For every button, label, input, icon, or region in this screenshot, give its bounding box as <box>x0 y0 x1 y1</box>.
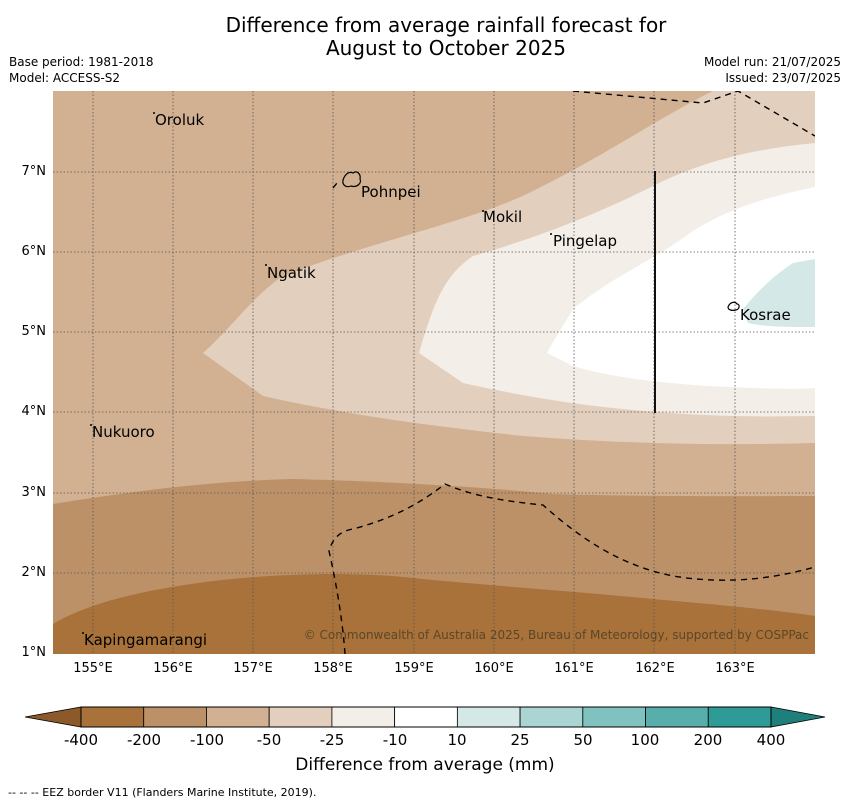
eez-border <box>328 91 815 654</box>
colorbar-label-11: 400 <box>756 731 786 749</box>
map-area <box>53 91 815 654</box>
place-pohnpei: Pohnpei <box>361 183 421 201</box>
band-plus10 <box>743 259 815 327</box>
title-line-2: August to October 2025 <box>325 36 567 60</box>
meta-left: Base period: 1981-2018 Model: ACCESS-S2 <box>9 54 154 86</box>
copyright-notice: © Commonwealth of Australia 2025, Bureau… <box>303 628 809 642</box>
title-line-1: Difference from average rainfall forecas… <box>225 13 667 37</box>
lon-label-158e: 158°E <box>313 661 353 676</box>
band-minus400 <box>53 574 815 654</box>
colorbar-label-4: -25 <box>319 731 345 749</box>
colorbar-extend-high <box>770 706 826 728</box>
colorbar-label-1: -200 <box>126 731 162 749</box>
colorbar-label-7: 25 <box>510 731 530 749</box>
colorbar-cell <box>707 706 772 728</box>
place-kapingamarangi: Kapingamarangi <box>84 631 208 649</box>
colorbar-extend-low <box>25 706 82 728</box>
base-period: Base period: 1981-2018 <box>9 55 154 69</box>
colorbar-cell <box>268 706 333 728</box>
map-canvas <box>53 91 815 654</box>
colorbar-label-3: -50 <box>256 731 282 749</box>
lat-label-3n: 3°N <box>21 485 47 500</box>
lon-label-161e: 161°E <box>554 661 594 676</box>
lon-label-159e: 159°E <box>394 661 434 676</box>
place-pingelap: Pingelap <box>553 232 618 250</box>
place-mokil: Mokil <box>483 208 523 226</box>
issued-date: Issued: 23/07/2025 <box>725 71 841 85</box>
colorbar-outline <box>80 706 772 728</box>
lon-label-155e: 155°E <box>73 661 113 676</box>
colorbar-cell <box>582 706 646 728</box>
meta-right: Model run: 21/07/2025 Issued: 23/07/2025 <box>704 54 841 86</box>
lat-label-4n: 4°N <box>21 404 47 419</box>
place-ngatik: Ngatik <box>267 264 316 282</box>
colorbar <box>25 706 826 728</box>
colorbar-cell <box>331 706 396 728</box>
colorbar-label-2: -100 <box>189 731 225 749</box>
colorbar-cell <box>456 706 521 728</box>
lon-label-163e: 163°E <box>715 661 755 676</box>
colorbar-label-5: -10 <box>382 731 408 749</box>
model-run: Model run: 21/07/2025 <box>703 55 841 69</box>
eez-footnote: -- -- -- EEZ border V11 (Flanders Marine… <box>8 786 317 799</box>
lon-label-156e: 156°E <box>153 661 193 676</box>
model-name: Model: ACCESS-S2 <box>9 71 121 85</box>
place-nukuoro: Nukuoro <box>92 423 155 441</box>
map-title: Difference from average rainfall forecas… <box>0 14 850 60</box>
colorbar-cell <box>206 706 270 728</box>
lat-label-1n: 1°N <box>21 645 47 660</box>
lat-label-2n: 2°N <box>21 565 47 580</box>
colorbar-label-10: 200 <box>693 731 723 749</box>
colorbar-cell <box>519 706 584 728</box>
colorbar-cell <box>394 706 458 728</box>
kosrae-island <box>727 301 740 311</box>
colorbar-title: Difference from average (mm) <box>295 755 555 775</box>
place-kosrae: Kosrae <box>740 306 791 324</box>
pohnpei-island <box>342 171 362 188</box>
lon-label-157e: 157°E <box>233 661 273 676</box>
band-neutral <box>547 187 815 389</box>
colorbar-cell <box>143 706 207 728</box>
atoll-dots <box>82 112 552 634</box>
lon-label-162e: 162°E <box>635 661 675 676</box>
colorbar-label-6: 10 <box>447 731 467 749</box>
lon-label-160e: 160°E <box>474 661 514 676</box>
colorbar-cell <box>80 706 145 728</box>
lat-label-6n: 6°N <box>21 244 47 259</box>
lat-label-7n: 7°N <box>21 164 47 179</box>
colorbar-label-0: -400 <box>63 731 99 749</box>
colorbar-label-9: 100 <box>630 731 660 749</box>
place-oroluk: Oroluk <box>155 111 205 129</box>
colorbar-label-8: 50 <box>573 731 593 749</box>
colorbar-cell <box>645 706 709 728</box>
graticule <box>53 91 815 654</box>
lat-label-5n: 5°N <box>21 324 47 339</box>
